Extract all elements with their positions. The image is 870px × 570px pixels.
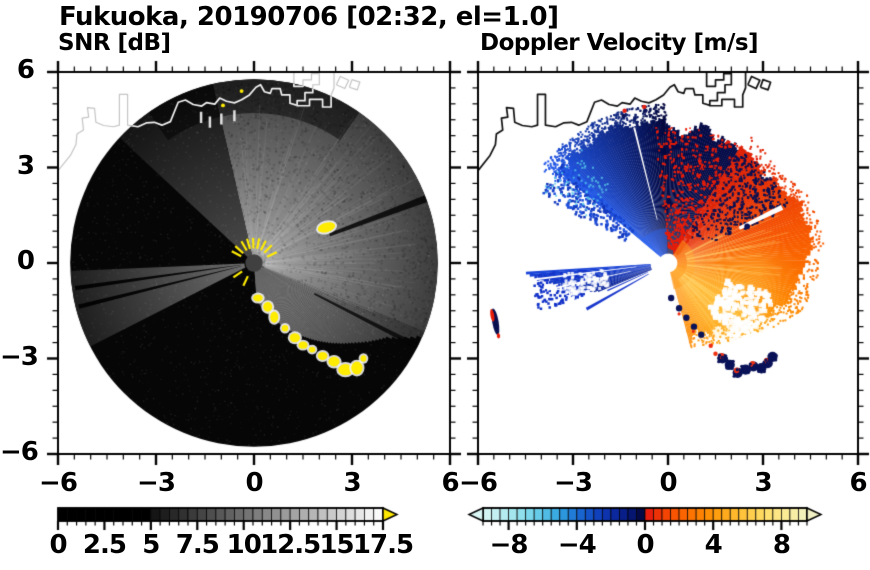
x-axis-tick-label: 6	[849, 468, 867, 498]
y-axis-tick-label: −6	[0, 437, 39, 467]
snr-colorbar-tick-label: 5	[142, 530, 160, 560]
x-axis-tick-label: −6	[459, 468, 498, 498]
doppler-colorbar-tick-label: 0	[636, 530, 654, 560]
snr-colorbar-tick-label: 0	[49, 530, 67, 560]
x-axis-tick-label: −3	[554, 468, 593, 498]
snr-panel-title: SNR [dB]	[58, 30, 171, 56]
snr-colorbar-tick-label: 2.5	[82, 530, 127, 560]
figure-title: Fukuoka, 20190706 [02:32, el=1.0]	[59, 2, 559, 32]
x-axis-tick-label: 0	[245, 468, 263, 498]
y-axis-tick-label: 6	[16, 55, 35, 85]
y-axis-tick-label: −3	[0, 341, 39, 372]
snr-colorbar-tick-label: 10	[226, 530, 262, 560]
x-axis-tick-label: −3	[137, 468, 176, 498]
snr-colorbar-tick-label: 17.5	[352, 530, 414, 560]
doppler-colorbar-tick-label: −8	[489, 530, 529, 560]
doppler-colorbar-tick-label: 4	[704, 530, 723, 560]
snr-colorbar-tick-label: 15	[319, 530, 354, 560]
x-axis-tick-label: 3	[754, 468, 772, 498]
x-axis-tick-label: 3	[343, 468, 361, 498]
snr-colorbar-tick-label: 7.5	[175, 530, 220, 560]
doppler-colorbar-tick-label: −4	[557, 530, 597, 560]
x-axis-tick-label: 0	[659, 468, 677, 498]
x-axis-tick-label: −6	[39, 468, 78, 498]
y-axis-tick-label: 0	[16, 246, 35, 276]
snr-colorbar-tick-label: 12.5	[260, 530, 321, 560]
doppler-colorbar-tick-label: 8	[772, 530, 791, 560]
y-axis-tick-label: 3	[16, 150, 35, 181]
doppler-panel-title: Doppler Velocity [m/s]	[480, 30, 759, 56]
x-axis-tick-label: 6	[441, 468, 459, 498]
